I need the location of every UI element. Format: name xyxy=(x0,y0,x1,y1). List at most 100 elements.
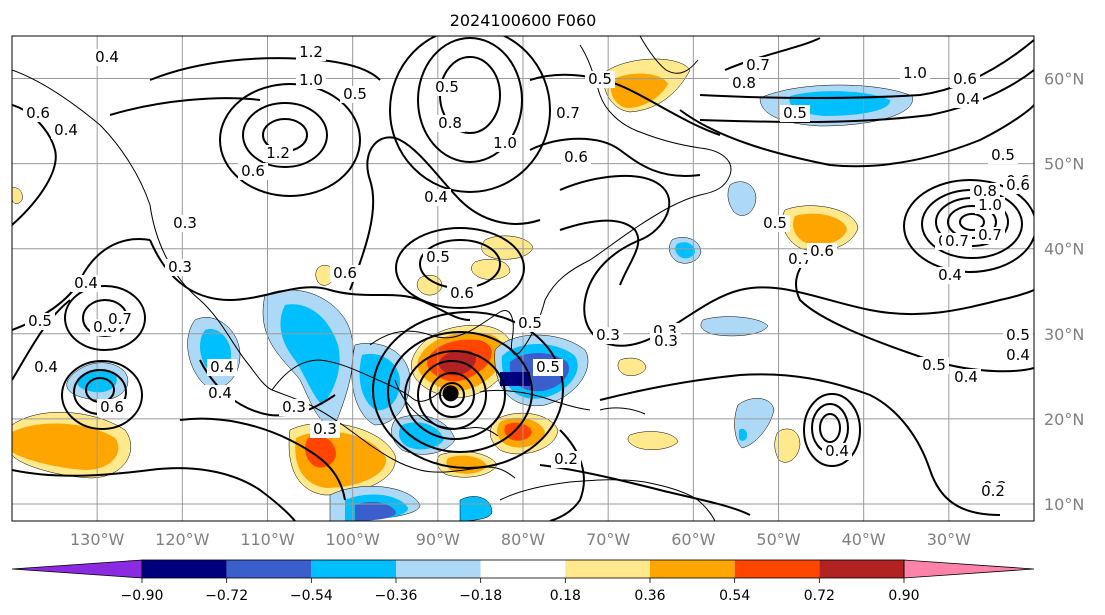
contour-label: 1.2 xyxy=(299,43,323,61)
contour-label-background xyxy=(205,385,235,402)
longitude-tick-label: 130°W xyxy=(70,530,125,549)
colorbar-tick-label: −0.54 xyxy=(290,588,333,604)
map-frame xyxy=(11,35,1035,522)
height-contours xyxy=(12,36,1034,521)
negative-anomaly-area xyxy=(675,242,695,259)
colorbar-swatch xyxy=(480,560,566,578)
contour-label-background xyxy=(533,359,563,376)
cuba-coastline xyxy=(479,389,591,411)
contour-label-background xyxy=(238,163,268,180)
height-contour xyxy=(699,39,1034,100)
longitude-tick-label: 110°W xyxy=(240,530,295,549)
contour-label: 0.5 xyxy=(588,70,612,88)
contour-label: 0.7 xyxy=(556,104,580,122)
contour-label: 0.4 xyxy=(825,442,849,460)
contour-label: 0.4 xyxy=(956,90,980,108)
contour-label-background xyxy=(953,91,983,108)
contour-label-background xyxy=(71,275,101,292)
height-contour xyxy=(429,372,475,418)
negative-anomaly-area xyxy=(280,304,340,405)
contour-label-background xyxy=(988,147,1018,164)
colorbar-swatch xyxy=(396,560,481,578)
height-contour xyxy=(439,382,465,408)
contour-label: 0.2 xyxy=(554,450,578,468)
height-contour xyxy=(61,360,143,430)
contour-label-background xyxy=(1003,327,1033,344)
contour-label: 0.6 xyxy=(1006,176,1030,194)
contour-label: 0.5 xyxy=(343,85,367,103)
contour-labels: 0.4 1.21.00.60.41.20.60.50.81.00.70.60.5 0… xyxy=(23,43,1033,500)
contour-label-background xyxy=(23,105,53,122)
contour-label-background xyxy=(780,105,810,122)
colorbar-swatch xyxy=(565,560,650,578)
positive-anomaly-area xyxy=(610,73,668,108)
colorbar-tick-label: 0.36 xyxy=(634,588,665,604)
latitude-tick-labels: 60°N 50°N 40°N 30°N 20°N 10°N xyxy=(1044,70,1084,514)
positive-anomaly-area xyxy=(305,435,336,468)
contour-label: 0.6 xyxy=(333,264,357,282)
positive-anomaly-area xyxy=(793,213,847,245)
contour-label: 0.5 xyxy=(783,104,807,122)
contour-label-background xyxy=(165,259,195,276)
map-panel: 0.4 1.21.00.60.41.20.60.50.81.00.70.60.5 0… xyxy=(12,36,1034,521)
contour-label: 0.7 xyxy=(945,232,969,250)
contour-label: 0.8 xyxy=(973,182,997,200)
contour-label: 0.4 xyxy=(54,121,78,139)
longitude-tick-label: 80°W xyxy=(501,530,545,549)
longitude-tick-label: 100°W xyxy=(325,530,380,549)
contour-label: 0.6 xyxy=(953,70,977,88)
colorbar-swatch xyxy=(311,560,396,578)
negative-anomaly-area xyxy=(700,316,769,337)
contour-label-background xyxy=(978,483,1008,500)
contour-label: 0.5 xyxy=(435,78,459,96)
latitude-tick-label: 50°N xyxy=(1044,155,1084,174)
positive-anomaly-area xyxy=(438,350,476,376)
contour-label-background xyxy=(1003,177,1033,194)
longitude-tick-label: 30°W xyxy=(927,530,971,549)
north-america-coastline xyxy=(12,44,732,479)
figure-title: 2024100600 F060 xyxy=(450,11,597,30)
contour-label: 0.4 xyxy=(424,188,448,206)
contour-label-background xyxy=(585,71,615,88)
positive-anomaly-area xyxy=(416,275,443,296)
height-contour xyxy=(795,249,1034,373)
positive-anomaly-area xyxy=(774,428,801,463)
height-contour xyxy=(529,73,721,136)
contour-label-background xyxy=(975,227,1005,244)
height-contour xyxy=(242,102,328,168)
contour-label: 0.6 xyxy=(100,398,124,416)
latitude-tick-label: 20°N xyxy=(1044,410,1084,429)
contour-label-background xyxy=(951,369,981,386)
negative-anomaly-area xyxy=(355,501,396,521)
colorbar-tick-label: −0.90 xyxy=(121,588,164,604)
contour-label-background xyxy=(340,86,370,103)
positive-anomaly-area xyxy=(504,422,532,441)
contour-label: 0.4 xyxy=(954,368,978,386)
contour-label-background xyxy=(935,267,965,284)
contour-label-background xyxy=(970,183,1000,200)
contour-label: 0.6 xyxy=(26,104,50,122)
contour-label-background xyxy=(105,311,135,328)
colorbar-tick-label: −0.18 xyxy=(459,588,502,604)
height-contour xyxy=(559,175,1034,347)
colorbar-tick-label: 0.18 xyxy=(550,588,581,604)
contour-label: 0.4 xyxy=(208,384,232,402)
contour-label-background xyxy=(279,399,309,416)
contour-label: 1.2 xyxy=(266,144,290,162)
contour-label-background xyxy=(263,145,293,162)
contour-label-background xyxy=(170,215,200,232)
latitude-tick-label: 30°N xyxy=(1044,325,1084,344)
contour-label-background xyxy=(593,327,623,344)
positive-anomaly-area xyxy=(446,455,487,474)
height-contour xyxy=(529,137,701,177)
height-contour xyxy=(549,429,585,521)
contour-label: 0.3 xyxy=(168,258,192,276)
height-contour xyxy=(417,360,487,430)
contour-label-background xyxy=(31,359,61,376)
contour-label: 0.3 xyxy=(282,398,306,416)
height-contour xyxy=(372,311,564,469)
height-contour xyxy=(539,464,751,516)
height-contour xyxy=(349,136,541,291)
colorbar-tick-label: −0.36 xyxy=(375,588,418,604)
